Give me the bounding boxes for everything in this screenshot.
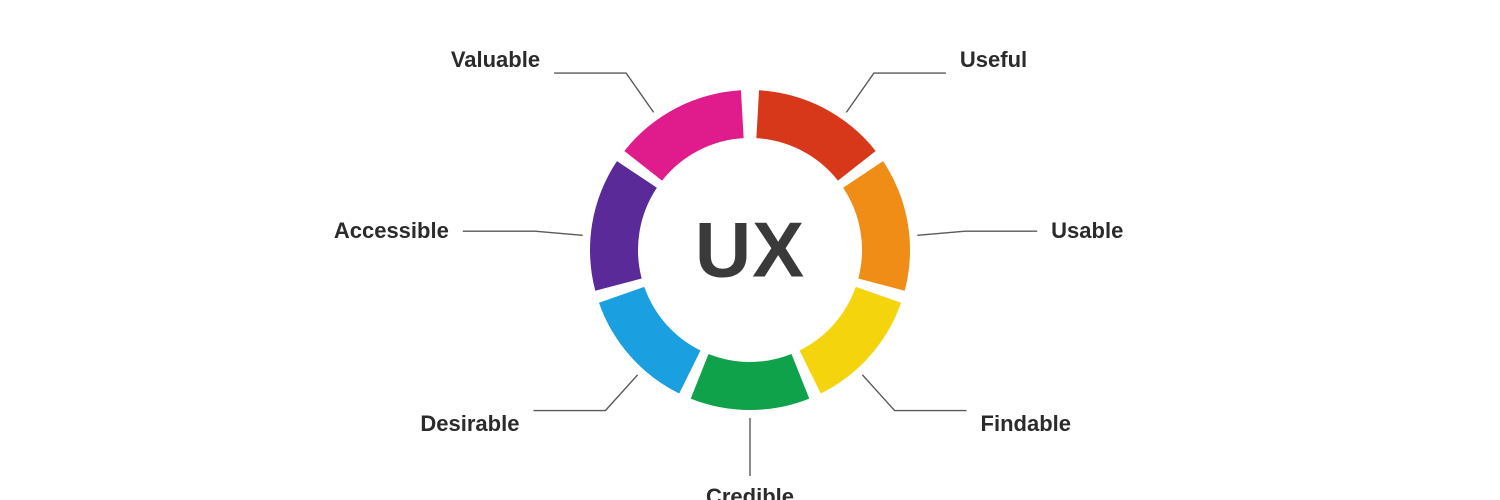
segment-accessible xyxy=(590,161,657,291)
segment-findable xyxy=(800,287,902,394)
ux-honeycomb-diagram: UX Useful Usable Findable Credible Desirable… xyxy=(0,0,1500,500)
leader-accessible xyxy=(463,231,583,235)
segment-credible xyxy=(691,354,810,410)
segment-usable xyxy=(843,161,910,291)
segment-desirable xyxy=(599,287,701,394)
label-usable: Usable xyxy=(1051,218,1123,244)
label-valuable: Valuable xyxy=(451,47,540,73)
leader-useful xyxy=(846,73,946,112)
label-credible: Credible xyxy=(706,484,794,500)
segment-useful xyxy=(756,90,875,180)
label-accessible: Accessible xyxy=(334,218,449,244)
leader-usable xyxy=(917,231,1037,235)
label-findable: Findable xyxy=(981,411,1071,437)
leader-findable xyxy=(862,375,966,411)
segment-valuable xyxy=(624,90,743,180)
leader-desirable xyxy=(533,375,637,411)
label-useful: Useful xyxy=(960,47,1027,73)
label-desirable: Desirable xyxy=(420,411,519,437)
leader-valuable xyxy=(554,73,654,112)
center-label: UX xyxy=(695,205,805,296)
